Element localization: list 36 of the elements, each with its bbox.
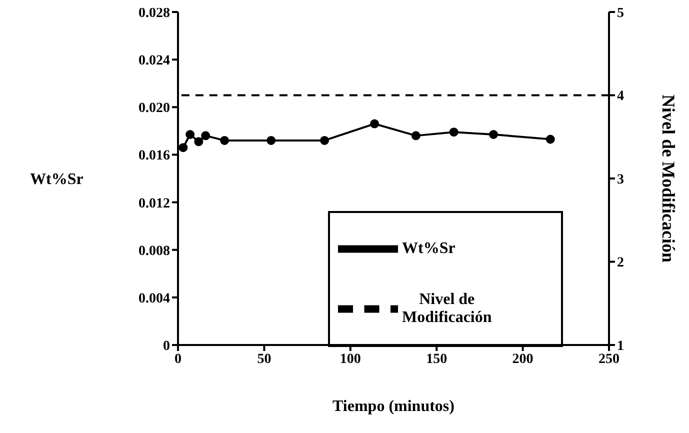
x-tick-label: 150 — [426, 352, 448, 367]
y-tick-label: 0 — [163, 338, 170, 354]
y-tick-label: 0.024 — [138, 54, 170, 69]
y-tick-label: 0.028 — [138, 6, 170, 21]
y-tick-label: 0.020 — [138, 101, 170, 116]
point — [370, 119, 380, 128]
point — [220, 136, 230, 145]
y2-tick-label: 4 — [617, 89, 624, 104]
x-tick-label: 200 — [512, 352, 534, 367]
y2-tick-label: 5 — [617, 6, 624, 21]
point — [186, 130, 195, 139]
point — [178, 143, 188, 152]
legend-label: Wt%Sr — [402, 240, 456, 258]
x-tick-label: 250 — [598, 352, 620, 367]
point — [546, 134, 555, 144]
point — [320, 136, 330, 145]
point — [488, 130, 498, 139]
point — [266, 136, 276, 145]
point — [411, 131, 420, 140]
y2-tick-label: 1 — [617, 338, 624, 354]
y2-tick-label: 2 — [617, 256, 624, 271]
x-tick-label: 0 — [174, 352, 182, 367]
y-axis-title: Wt%Sr — [30, 171, 84, 188]
point — [201, 131, 210, 140]
x-tick-label: 100 — [340, 352, 361, 367]
point — [449, 128, 458, 137]
point — [194, 137, 204, 146]
y-tick-label: 0.012 — [138, 196, 170, 212]
y2-tick-label: 3 — [617, 172, 624, 188]
x-tick-label: 50 — [257, 352, 272, 367]
y-tick-label: 0.008 — [138, 244, 170, 259]
y-tick-label: 0.004 — [138, 291, 170, 306]
y2-axis-title: Nivel de Modificación — [658, 94, 679, 262]
x-axis-title: Tiempo (minutos) — [332, 398, 454, 415]
legend-label: Nivel de Modificación — [402, 291, 492, 327]
y-tick-label: 0.016 — [138, 148, 170, 164]
